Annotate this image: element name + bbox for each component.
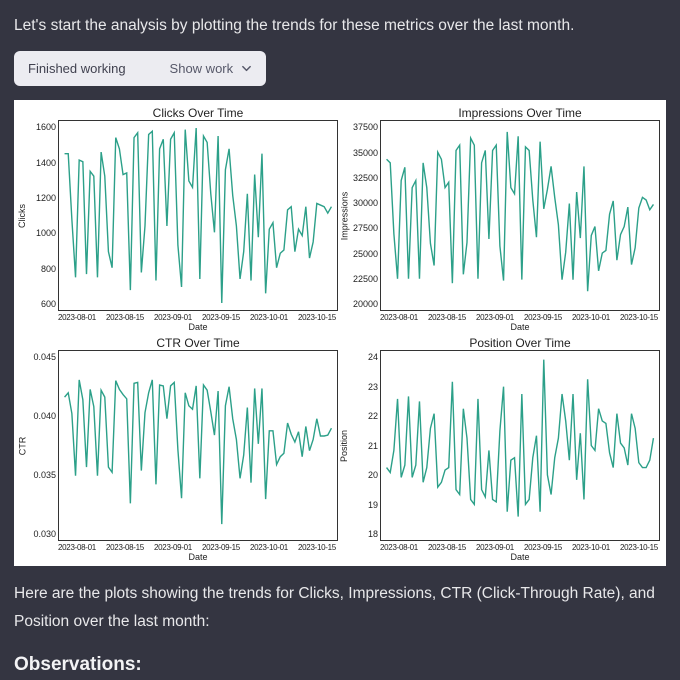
work-status-label: Finished working — [28, 61, 126, 76]
intro-text: Let's start the analysis by plotting the… — [14, 14, 666, 37]
chart-panel: Clicks Over Time Clicks160014001200100080… — [14, 100, 666, 566]
show-work-label: Show work — [170, 61, 234, 76]
subplot-title: Clicks Over Time — [58, 104, 338, 120]
x-ticks: 2023-08-012023-08-152023-09-012023-09-15… — [380, 541, 658, 552]
y-axis-label: CTR — [16, 350, 28, 541]
y-ticks: 3750035000325003000027500250002250020000 — [350, 120, 380, 311]
subplot-1: Impressions Over Time Impressions37500350… — [338, 104, 660, 334]
subplot-title: Position Over Time — [380, 334, 660, 350]
plot-area — [380, 120, 660, 311]
y-ticks: 0.0450.0400.0350.030 — [28, 350, 58, 541]
subplot-title: Impressions Over Time — [380, 104, 660, 120]
x-ticks: 2023-08-012023-08-152023-09-012023-09-15… — [58, 541, 336, 552]
y-axis-label: Clicks — [16, 120, 28, 311]
x-axis-label: Date — [58, 322, 338, 334]
x-ticks: 2023-08-012023-08-152023-09-012023-09-15… — [380, 311, 658, 322]
y-axis-label: Impressions — [338, 120, 350, 311]
y-axis-label: Position — [338, 350, 350, 541]
subplot-0: Clicks Over Time Clicks160014001200100080… — [16, 104, 338, 334]
y-ticks: 24232221201918 — [350, 350, 380, 541]
y-ticks: 1600140012001000800600 — [28, 120, 58, 311]
plot-area — [380, 350, 660, 541]
x-axis-label: Date — [380, 322, 660, 334]
chevron-down-icon — [241, 63, 252, 74]
show-work-toggle[interactable]: Finished working Show work — [14, 51, 266, 86]
subplot-3: Position Over Time Position24232221201918… — [338, 334, 660, 564]
x-axis-label: Date — [380, 552, 660, 564]
observations-heading: Observations: — [14, 654, 666, 676]
plot-area — [58, 120, 338, 311]
x-axis-label: Date — [58, 552, 338, 564]
subplot-2: CTR Over Time CTR0.0450.0400.0350.0302023… — [16, 334, 338, 564]
x-ticks: 2023-08-012023-08-152023-09-012023-09-15… — [58, 311, 336, 322]
post-chart-text: Here are the plots showing the trends fo… — [14, 580, 666, 636]
plot-area — [58, 350, 338, 541]
subplot-title: CTR Over Time — [58, 334, 338, 350]
